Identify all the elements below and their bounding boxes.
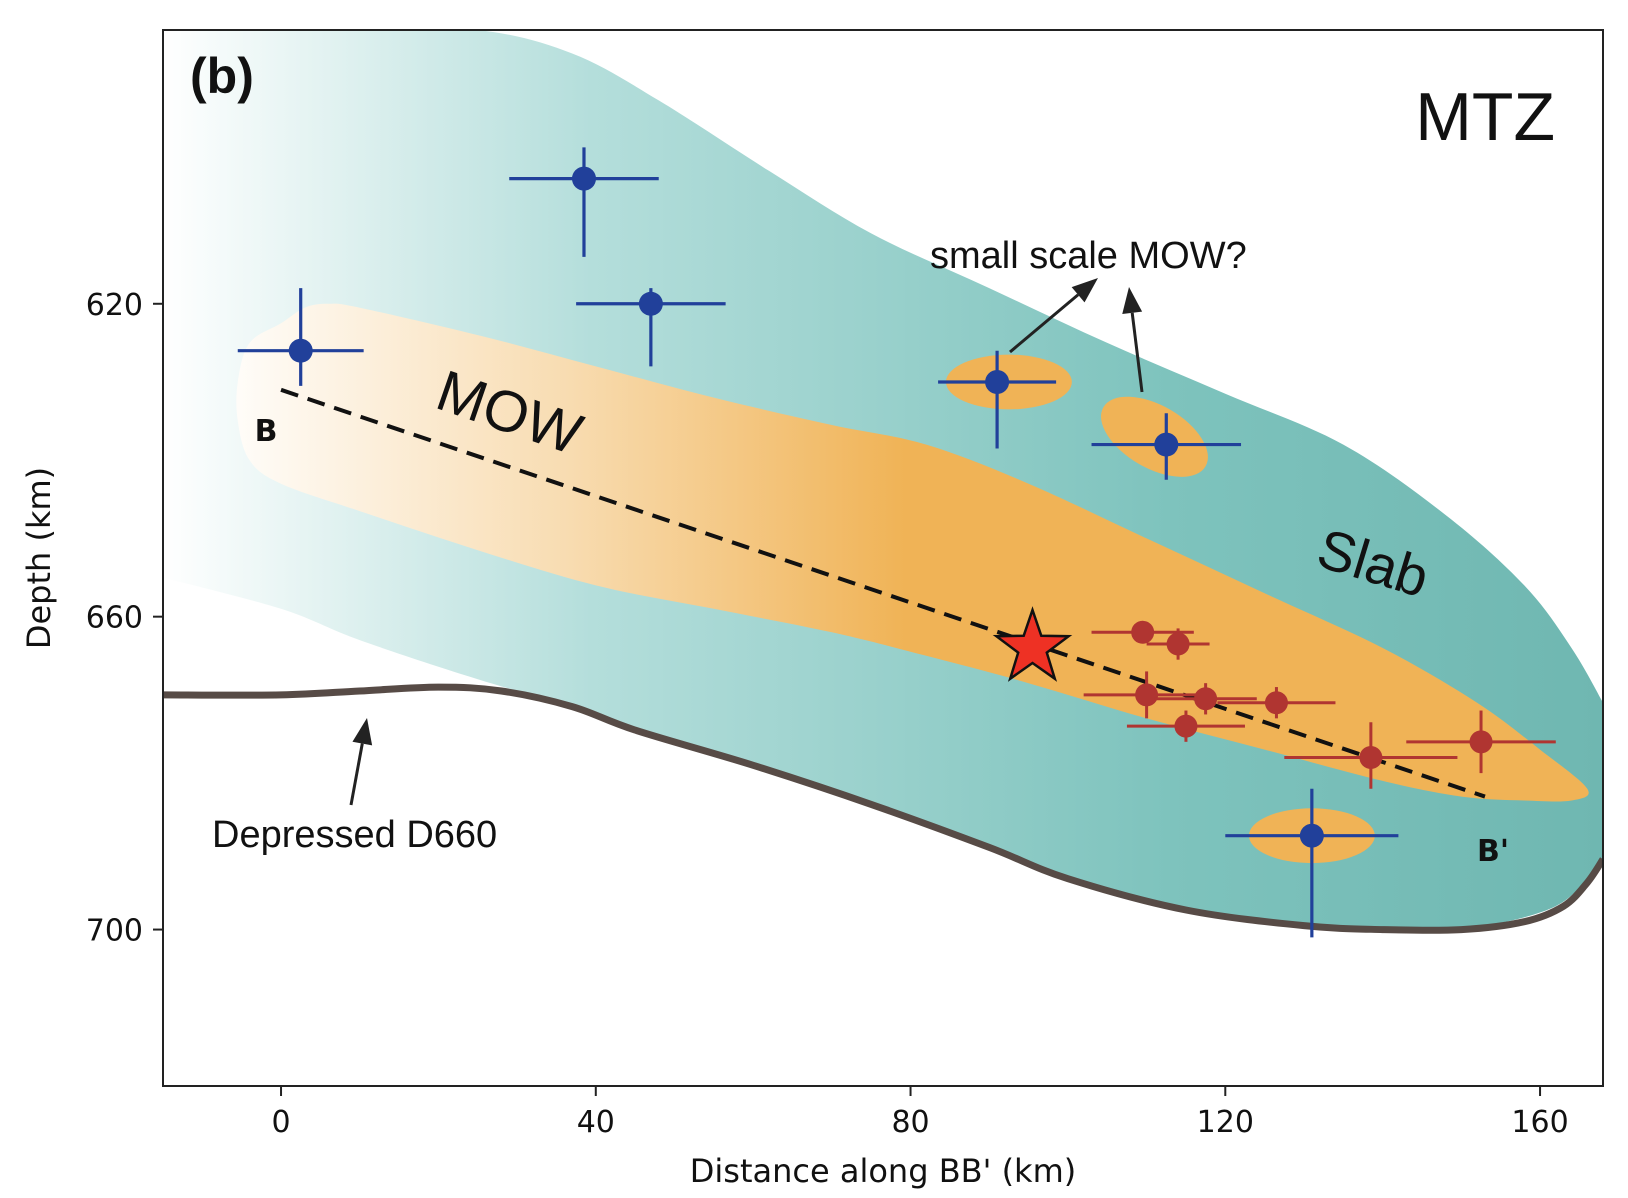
- blue-point-6: [1225, 788, 1399, 938]
- mainshock-star: [992, 606, 1073, 682]
- red-point-4: [1154, 683, 1257, 715]
- data-point: [1359, 745, 1383, 769]
- mow-pocket-2: [1101, 396, 1208, 477]
- mtz-label: MTZ: [1415, 79, 1555, 155]
- arrow-shaft: [349, 743, 364, 806]
- y-tick-label: 700: [86, 914, 143, 949]
- mow-region: [236, 303, 1589, 802]
- red-point-5: [1126, 710, 1245, 742]
- red-point-2: [1146, 628, 1210, 660]
- data-point: [571, 166, 596, 191]
- blue-point-5: [1091, 413, 1242, 480]
- plot-frame: [162, 29, 1604, 1087]
- y-axis-label: Depth (km): [20, 467, 58, 649]
- data-point: [1154, 432, 1179, 457]
- data-point: [1194, 687, 1218, 711]
- red-point-7: [1284, 722, 1458, 789]
- panel-label: (b): [190, 48, 254, 104]
- arrow-shaft: [1130, 312, 1144, 393]
- x-tick-label: 160: [1511, 1105, 1568, 1140]
- blue-point-3: [576, 288, 726, 367]
- data-point: [1174, 714, 1198, 738]
- data-point: [985, 370, 1010, 394]
- annotation-arrows: [349, 278, 1144, 806]
- x-tick-label: 0: [271, 1105, 290, 1140]
- arrow-to-question-1: [1009, 278, 1098, 354]
- x-tick-label: 40: [577, 1105, 615, 1140]
- red-point-8: [1406, 710, 1556, 774]
- data-point: [1264, 691, 1288, 715]
- x-tick-label: 120: [1197, 1105, 1254, 1140]
- red-point-6: [1217, 687, 1336, 719]
- data-point: [638, 291, 663, 316]
- data-point: [1469, 730, 1493, 754]
- d660-line: [163, 683, 1603, 934]
- data-point: [1299, 823, 1324, 848]
- x-axis-label: Distance along BB' (km): [690, 1152, 1076, 1190]
- arrow-to-question-2: [1122, 287, 1144, 393]
- blue-point-1: [237, 288, 364, 386]
- data-point: [288, 338, 313, 363]
- arrow-to-d660: [349, 718, 373, 806]
- data-point: [1166, 632, 1190, 656]
- profile-start-label: B: [255, 414, 278, 449]
- blue-point-4: [938, 350, 1057, 449]
- arrow-head: [1071, 278, 1098, 303]
- small-scale-mow-label: small scale MOW?: [930, 235, 1247, 277]
- profile-end-label: B': [1477, 834, 1509, 869]
- arrow-head: [1122, 287, 1143, 315]
- d660-label: Depressed D660: [212, 814, 497, 856]
- data-point: [1131, 620, 1155, 644]
- arrow-shaft: [1009, 293, 1080, 354]
- x-tick-label: 80: [891, 1105, 929, 1140]
- y-tick-label: 660: [86, 601, 143, 636]
- arrow-head: [352, 718, 373, 746]
- red-point-3: [1083, 671, 1210, 719]
- blue-point-2: [509, 147, 659, 257]
- profile-line-bb: [280, 387, 1486, 799]
- y-tick-label: 620: [86, 288, 143, 323]
- data-point: [1135, 683, 1159, 707]
